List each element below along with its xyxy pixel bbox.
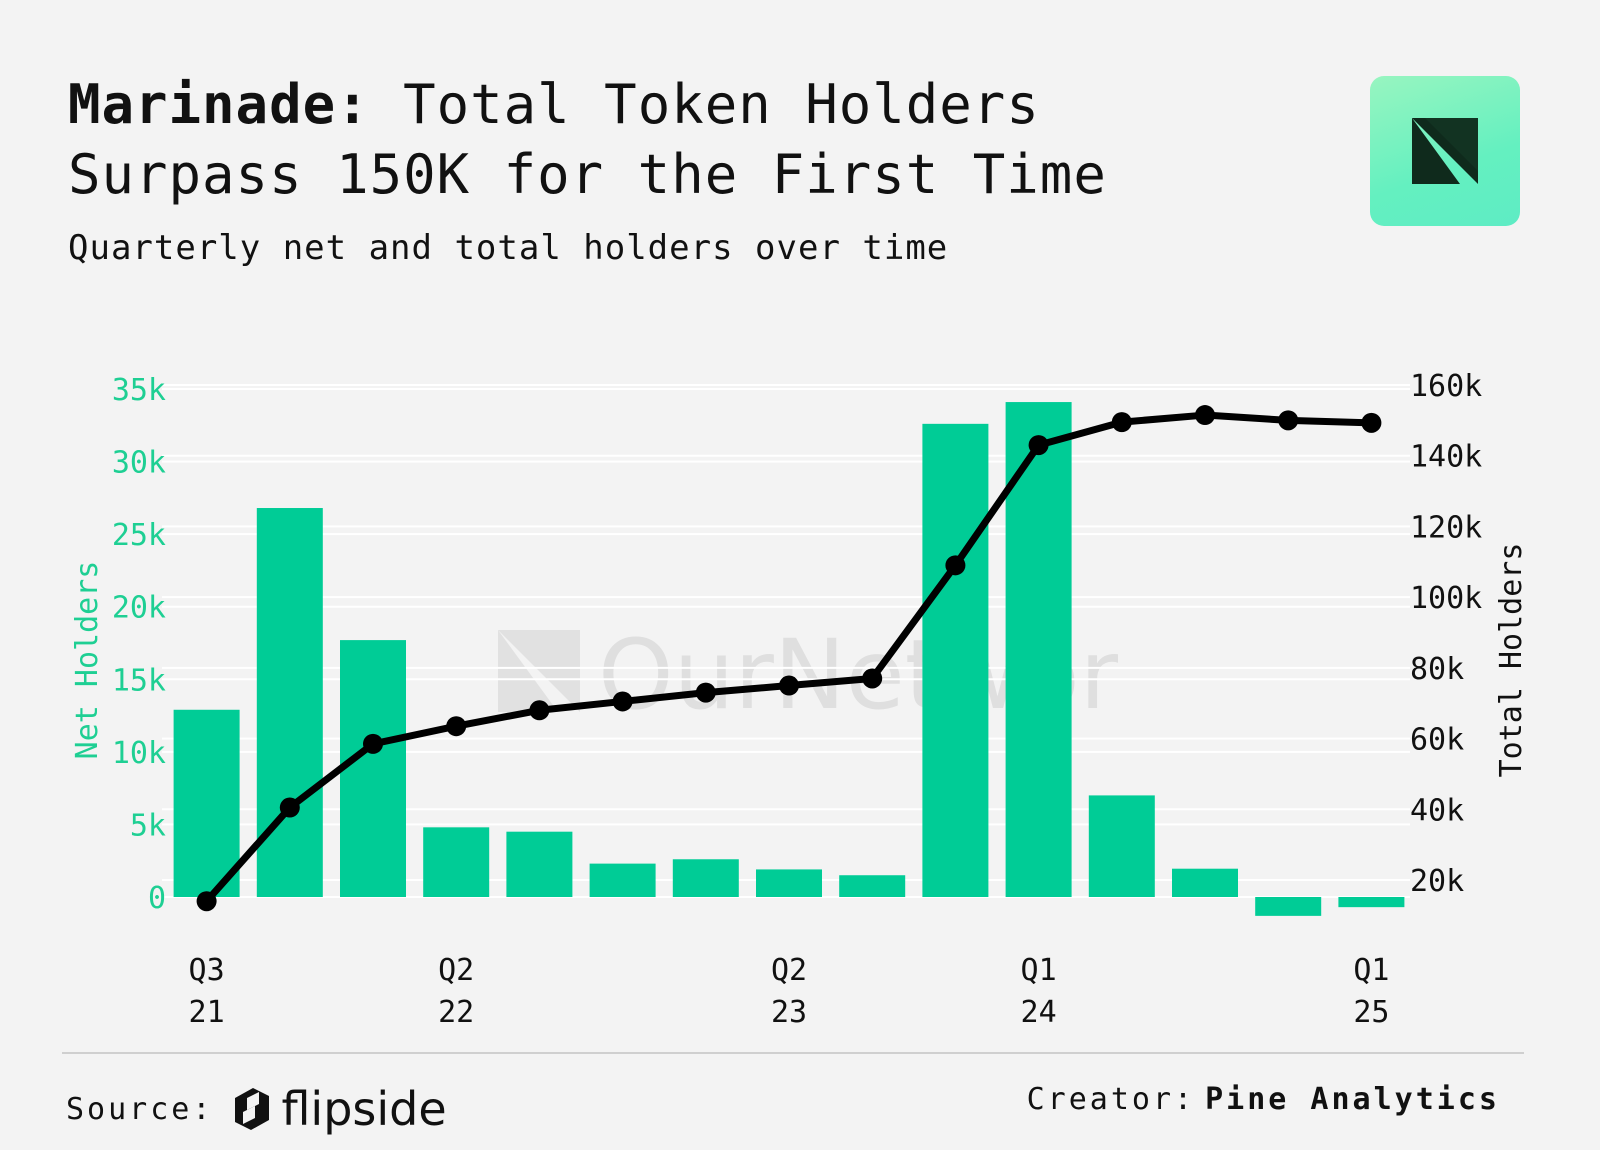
creator-name: Pine Analytics: [1205, 1082, 1500, 1117]
x-tick-label: Q1: [1353, 953, 1389, 988]
x-tick-label: 23: [771, 995, 807, 1030]
right-axis: 20k 40k 60k 80k 100k 120k 140k 160k: [1410, 369, 1482, 899]
right-tick-label: 40k: [1410, 793, 1464, 828]
bar-series: [173, 402, 1405, 916]
right-tick-label: 80k: [1410, 652, 1464, 687]
bar-net-holders: [173, 709, 240, 897]
point-total-holders: [862, 668, 883, 689]
right-axis-title: Total Holders: [1494, 543, 1529, 778]
left-tick-label: 25k: [112, 518, 166, 553]
creator-label: Creator:: [1026, 1082, 1196, 1117]
x-tick-label: Q2: [771, 953, 807, 988]
flipside-text: flipside: [281, 1082, 447, 1136]
bar-net-holders: [589, 863, 656, 897]
x-tick-label: Q3: [189, 953, 225, 988]
bar-net-holders: [1172, 868, 1238, 897]
bar-net-holders: [756, 869, 822, 897]
combo-chart: 0 5k 10k 15k 20k 25k 30k 35k 20k 40k 60k 80k 100k 12…: [70, 369, 1529, 1030]
title-text: Total Token Holders Surpass 150K for the…: [68, 73, 1107, 206]
right-tick-label: 120k: [1410, 510, 1482, 545]
right-tick-label: 100k: [1410, 581, 1482, 616]
point-total-holders: [612, 691, 633, 712]
right-tick-label: 20k: [1410, 864, 1464, 899]
point-total-holders: [529, 700, 550, 721]
bar-net-holders: [1338, 897, 1405, 908]
bar-net-holders: [506, 831, 573, 897]
x-tick-label: 24: [1021, 995, 1057, 1030]
logo-mark-icon: [1412, 118, 1478, 184]
x-tick-label: 25: [1353, 995, 1389, 1030]
point-total-holders: [196, 891, 217, 912]
creator: Creator: Pine Analytics: [1027, 1082, 1500, 1117]
point-total-holders: [279, 797, 300, 818]
bar-net-holders: [340, 640, 406, 897]
bar-net-holders: [922, 423, 989, 897]
right-tick-label: 60k: [1410, 723, 1464, 758]
x-tick-label: 22: [438, 995, 474, 1030]
point-total-holders: [363, 733, 383, 754]
title-brand: Marinade:: [68, 73, 370, 136]
left-tick-label: 5k: [130, 808, 166, 843]
bar-net-holders: [1255, 897, 1322, 916]
point-total-holders: [945, 555, 966, 576]
point-total-holders: [779, 675, 799, 696]
point-total-holders: [1278, 410, 1299, 431]
x-axis: Q3 21 Q2 22 Q2 23 Q1 24 Q1 25: [189, 953, 1390, 1030]
x-tick-label: Q1: [1021, 953, 1057, 988]
source: Source: flipside: [66, 1082, 447, 1136]
left-tick-label: 20k: [112, 591, 166, 626]
x-tick-label: Q2: [438, 953, 474, 988]
flipside-logo-icon: [235, 1088, 270, 1130]
bar-net-holders: [839, 875, 906, 897]
chart-title: Marinade: Total Token Holders Surpass 15…: [68, 70, 1268, 210]
point-total-holders: [1028, 435, 1049, 456]
point-total-holders: [1111, 412, 1132, 433]
left-tick-label: 15k: [112, 663, 166, 698]
ournetwork-logo: [1370, 76, 1520, 226]
left-axis: 0 5k 10k 15k 20k 25k 30k 35k: [112, 373, 166, 916]
left-tick-label: 0: [148, 881, 166, 916]
x-tick-label: 21: [189, 995, 225, 1030]
point-total-holders: [446, 716, 467, 737]
flipside-brand[interactable]: flipside: [225, 1082, 447, 1136]
line-series: [196, 405, 1382, 912]
left-axis-title: Net Holders: [70, 561, 105, 760]
source-label: Source:: [66, 1091, 214, 1127]
right-tick-label: 140k: [1410, 440, 1482, 475]
right-tick-label: 160k: [1410, 369, 1482, 404]
bar-net-holders: [672, 859, 739, 897]
point-total-holders: [1195, 405, 1215, 426]
bar-net-holders: [1088, 795, 1155, 897]
point-total-holders: [1361, 412, 1382, 433]
left-tick-label: 30k: [112, 446, 166, 481]
chart-subtitle: Quarterly net and total holders over tim…: [68, 228, 949, 268]
bar-net-holders: [1005, 402, 1072, 897]
left-tick-label: 10k: [112, 736, 166, 771]
footer-divider: [62, 1052, 1524, 1054]
bar-net-holders: [423, 827, 490, 897]
point-total-holders: [695, 682, 716, 703]
left-tick-label: 35k: [112, 373, 166, 408]
